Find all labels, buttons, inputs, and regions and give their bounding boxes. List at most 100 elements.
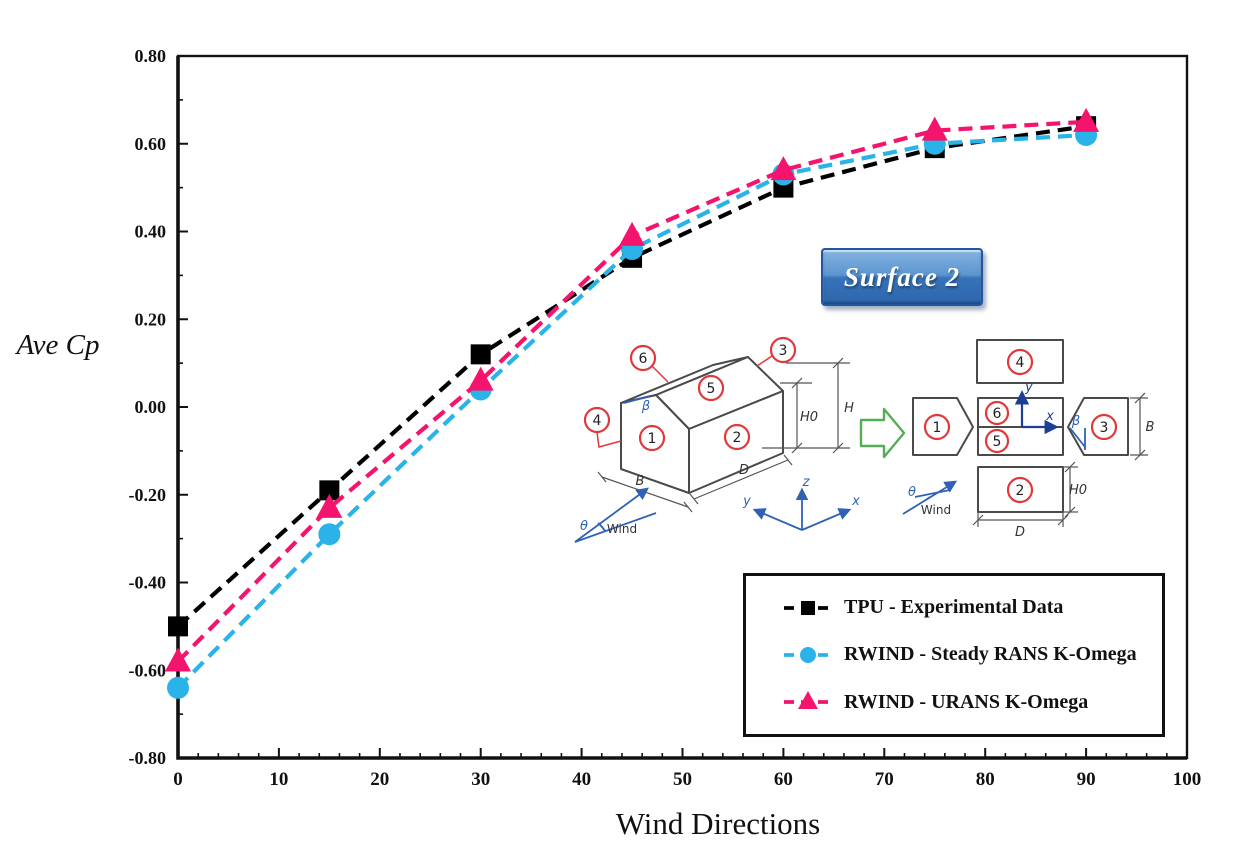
dim-tick <box>791 377 803 389</box>
legend-item-steady-rans: RWIND - Steady RANS K-Omega <box>782 642 1156 668</box>
data-point-circle <box>800 646 816 663</box>
y-tick-label: -0.80 <box>129 748 167 768</box>
data-point-triangle <box>798 691 818 710</box>
legend-label-tpu: TPU - Experimental Data <box>844 596 1064 619</box>
flat-surface-2-num: 2 <box>1006 476 1034 504</box>
x-tick-label: 90 <box>1077 769 1096 790</box>
building-diagram: 1 2 5 6 3 4 β H0 H D <box>574 336 1155 543</box>
wind-angle-arc <box>597 522 606 532</box>
dim-tick <box>1057 514 1069 526</box>
flat-wind-arc <box>925 496 931 501</box>
data-point-square <box>801 600 815 615</box>
house-surface-6: 6 <box>629 344 657 372</box>
house-surface-3-label: 3 <box>779 343 788 359</box>
y-tick-label: -0.20 <box>129 485 167 505</box>
leader-3 <box>756 355 773 367</box>
dim-tick <box>1134 449 1146 461</box>
wind-angle-line <box>574 512 657 543</box>
surface-badge-label: Surface 2 <box>843 261 961 292</box>
y-tick-label: -0.60 <box>129 660 167 680</box>
legend-label-urans: RWIND - URANS K-Omega <box>844 690 1089 713</box>
legend-label-steady-rans: RWIND - Steady RANS K-Omega <box>844 643 1137 666</box>
legend-box: TPU - Experimental Data RWIND - Steady R… <box>743 573 1165 737</box>
legend-item-urans: RWIND - URANS K-Omega <box>782 689 1156 715</box>
unfolded-surfaces: y x 4 6 5 1 3 2 β B H0 <box>902 339 1155 540</box>
data-point-square <box>470 344 491 365</box>
house-surface-1-label: 1 <box>648 431 657 447</box>
dim-tick <box>832 442 844 454</box>
dim-tick <box>791 442 803 454</box>
axis-x <box>801 508 852 531</box>
axis-z-label: z <box>802 475 811 490</box>
transform-arrow-icon <box>859 407 906 459</box>
house-surface-5-label: 5 <box>707 381 716 397</box>
data-point-triangle <box>770 156 797 181</box>
house-surface-2: 2 <box>723 423 751 451</box>
flat-beta-label: β <box>1071 414 1080 429</box>
legend-marker-circle <box>784 646 832 663</box>
data-point-triangle <box>1073 107 1100 132</box>
x-tick-label: 100 <box>1173 769 1202 790</box>
x-tick-label: 20 <box>370 769 389 790</box>
y-tick-label: 0.60 <box>135 134 167 154</box>
dim-tick <box>683 501 693 513</box>
leader-6 <box>651 365 669 383</box>
flat-wind-label: Wind <box>921 503 951 517</box>
data-point-triangle <box>165 647 191 672</box>
dim-tick <box>783 454 793 466</box>
y-tick-label: -0.40 <box>129 573 167 593</box>
surface-badge: Surface 2 <box>821 248 983 306</box>
house-3d: 1 2 5 6 3 4 β H0 H D <box>574 336 860 543</box>
axis-y-label: y <box>742 494 751 509</box>
flat-surface-3-num: 3 <box>1090 413 1118 441</box>
x-tick-label: 80 <box>976 769 995 790</box>
flat-beta-slant <box>1069 427 1086 448</box>
y-tick-label: 0.00 <box>135 397 167 417</box>
beta-angle-line <box>623 395 651 404</box>
y-tick-label: 0.80 <box>135 46 167 66</box>
dim-tick <box>1134 392 1146 404</box>
x-tick-label: 60 <box>774 769 793 790</box>
flat-wind-angle-line <box>914 489 951 498</box>
x-tick-label: 30 <box>471 769 490 790</box>
flat-1-label: 1 <box>933 420 942 436</box>
x-tick-label: 50 <box>673 769 692 790</box>
dim-D-line <box>693 459 789 500</box>
flat-6-label: 6 <box>993 406 1002 422</box>
flat-surface-4-num: 4 <box>1006 348 1034 376</box>
flat-D-label: D <box>1015 525 1025 540</box>
flat-B-label: B <box>1146 420 1155 435</box>
dim-tick <box>972 514 984 526</box>
axis-x-label: x <box>851 494 860 509</box>
house-B-label: B <box>636 474 645 489</box>
dim-tick <box>832 357 844 369</box>
data-point-circle <box>167 676 189 699</box>
house-surface-1: 1 <box>638 424 666 452</box>
x-tick-label: 40 <box>572 769 591 790</box>
flat-surface-5-num: 5 <box>984 428 1010 454</box>
flat-H0-label: H0 <box>1069 483 1087 498</box>
data-point-triangle <box>619 221 646 246</box>
legend-marker-square <box>784 600 832 615</box>
flat-axis-x-label: x <box>1045 409 1054 424</box>
house-H0-label: H0 <box>800 410 818 425</box>
data-point-square <box>168 616 188 637</box>
x-axis-ticks: 0 10 20 30 40 50 60 70 80 90 100 <box>173 748 1201 790</box>
legend-item-tpu: TPU - Experimental Data <box>782 595 1156 621</box>
house-surface-6-label: 6 <box>639 351 648 367</box>
house-surface-4-label: 4 <box>593 413 602 429</box>
series-2 <box>165 107 1100 672</box>
house-surface-3: 3 <box>769 336 797 364</box>
house-surface-2-label: 2 <box>733 430 742 446</box>
y-tick-label: 0.40 <box>135 222 167 242</box>
dim-tick <box>1064 461 1076 473</box>
flat-5-label: 5 <box>993 434 1002 450</box>
house-wind-label: Wind <box>607 522 637 536</box>
data-point-circle <box>318 523 341 546</box>
data-point-triangle <box>467 366 494 391</box>
dim-tick <box>1064 506 1076 518</box>
flat-theta-label: θ <box>908 485 916 500</box>
x-tick-label: 0 <box>173 769 183 790</box>
